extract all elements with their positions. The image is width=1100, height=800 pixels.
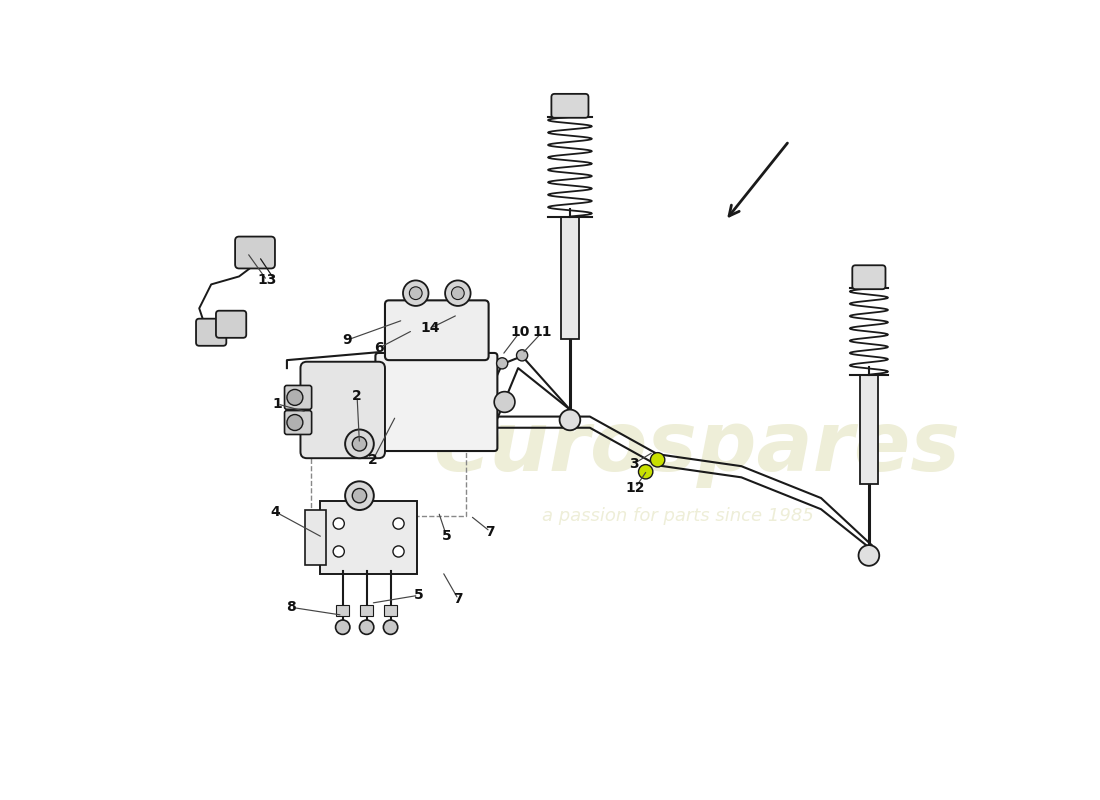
Circle shape (333, 518, 344, 529)
Text: 7: 7 (453, 592, 463, 606)
Circle shape (496, 358, 508, 369)
Text: 14: 14 (420, 322, 440, 335)
FancyBboxPatch shape (551, 94, 588, 118)
Circle shape (494, 392, 515, 412)
Circle shape (333, 546, 344, 557)
Text: 3: 3 (629, 457, 638, 470)
Circle shape (345, 430, 374, 458)
Circle shape (858, 545, 879, 566)
Circle shape (384, 620, 398, 634)
Circle shape (352, 489, 366, 503)
Circle shape (287, 390, 303, 406)
Text: 9: 9 (342, 334, 352, 347)
Text: 10: 10 (510, 326, 529, 339)
Text: 2: 2 (368, 453, 378, 466)
Circle shape (287, 414, 303, 430)
Text: 12: 12 (626, 481, 645, 494)
Text: 13: 13 (257, 274, 277, 287)
Text: 6: 6 (374, 341, 384, 355)
Circle shape (446, 281, 471, 306)
FancyBboxPatch shape (235, 237, 275, 269)
Text: 5: 5 (441, 529, 451, 542)
Text: 8: 8 (286, 600, 296, 614)
Text: 2: 2 (352, 389, 362, 403)
FancyBboxPatch shape (196, 318, 227, 346)
Text: 7: 7 (485, 525, 495, 538)
Circle shape (517, 350, 528, 361)
FancyBboxPatch shape (300, 362, 385, 458)
FancyBboxPatch shape (337, 605, 349, 616)
Text: a passion for parts since 1985: a passion for parts since 1985 (541, 506, 814, 525)
FancyBboxPatch shape (285, 386, 311, 410)
FancyBboxPatch shape (384, 605, 397, 616)
Circle shape (650, 453, 664, 467)
Circle shape (409, 286, 422, 299)
FancyBboxPatch shape (306, 510, 326, 565)
Circle shape (345, 482, 374, 510)
Bar (860, 374, 878, 484)
FancyBboxPatch shape (320, 502, 417, 574)
FancyBboxPatch shape (375, 353, 497, 451)
Circle shape (336, 620, 350, 634)
Circle shape (393, 546, 404, 557)
Text: 1: 1 (273, 397, 283, 411)
Circle shape (560, 410, 581, 430)
Circle shape (638, 465, 652, 479)
FancyBboxPatch shape (385, 300, 488, 360)
FancyBboxPatch shape (852, 266, 886, 289)
Text: 4: 4 (271, 505, 279, 518)
Text: eurospares: eurospares (434, 407, 961, 488)
Circle shape (403, 281, 429, 306)
FancyBboxPatch shape (285, 410, 311, 434)
Text: 5: 5 (414, 588, 424, 602)
Circle shape (360, 620, 374, 634)
Circle shape (393, 518, 404, 529)
Bar (561, 217, 579, 339)
Circle shape (451, 286, 464, 299)
Circle shape (352, 437, 366, 451)
FancyBboxPatch shape (216, 310, 246, 338)
FancyBboxPatch shape (361, 605, 373, 616)
Text: 11: 11 (532, 326, 552, 339)
